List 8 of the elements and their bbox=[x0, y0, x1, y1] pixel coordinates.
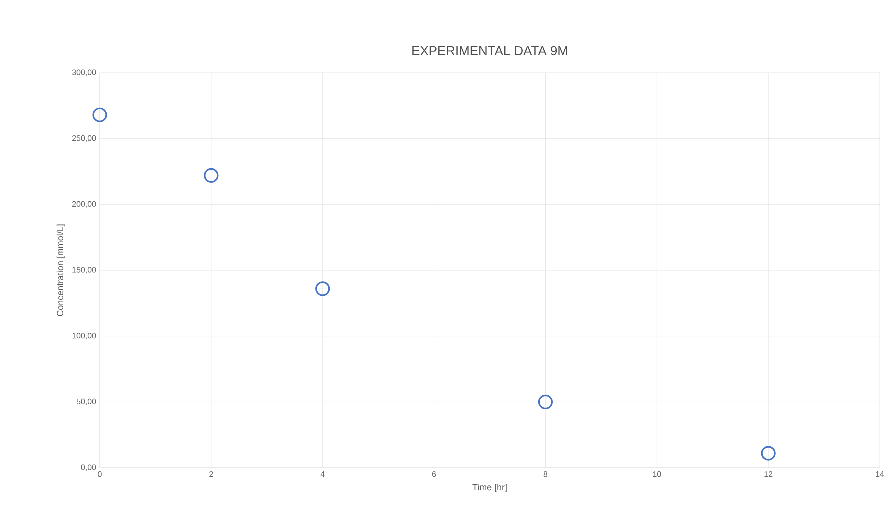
point bbox=[761, 446, 776, 461]
point bbox=[204, 168, 219, 183]
point bbox=[92, 108, 108, 122]
y-axis-title: Concentration [mmol/L] bbox=[56, 224, 66, 316]
chart-title: EXPERIMENTAL DATA 9M bbox=[412, 46, 568, 56]
x-axis-title: Time [hr] bbox=[472, 484, 507, 492]
point bbox=[316, 282, 330, 296]
point bbox=[538, 394, 554, 410]
